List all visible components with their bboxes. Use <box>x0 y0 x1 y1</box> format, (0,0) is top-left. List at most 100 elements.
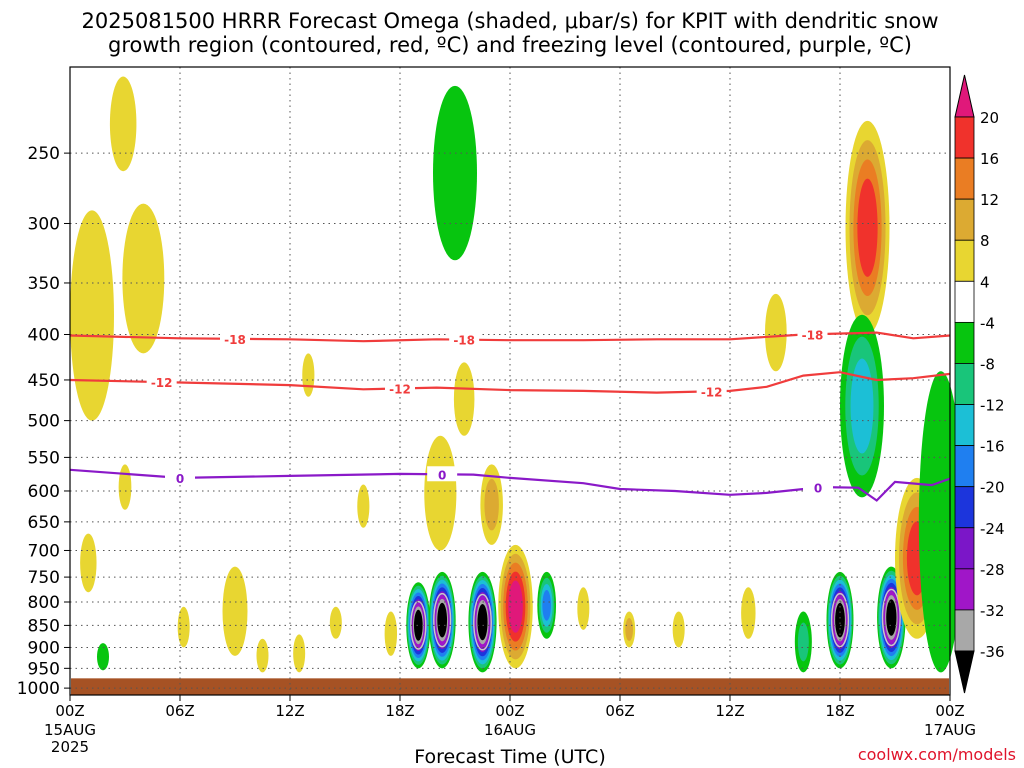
omega-shade-level <box>384 611 398 656</box>
omega-feature <box>122 203 165 354</box>
omega-shade-level <box>850 358 874 454</box>
colorbar: 20 16 12 8 4 -4 -8 -12 -16 -20 -24 -28 -32 -36 <box>954 74 1005 694</box>
omega-shade-level <box>118 464 132 510</box>
colorbar-tick-label: -32 <box>980 602 1005 620</box>
omega-shade-level <box>413 609 423 641</box>
omega-feature <box>80 533 97 593</box>
y-tick-label: 950 <box>28 659 60 679</box>
chart-subtitle: growth region (contoured, red, ºC) and f… <box>108 33 912 57</box>
omega-shade-level <box>484 478 499 531</box>
omega-feature <box>97 643 109 671</box>
colorbar-band <box>954 321 975 364</box>
colorbar-tick-label: -28 <box>980 561 1005 579</box>
colorbar-bottom-arrow <box>954 650 975 694</box>
x-tick-label: 06Z <box>165 702 194 720</box>
omega-feature <box>406 582 431 669</box>
y-tick-label: 850 <box>28 616 60 636</box>
x-tick-label: 12Z <box>715 702 744 720</box>
omega-shade-level <box>302 353 315 397</box>
omega-shade-level <box>857 178 878 277</box>
contour-label-bg <box>220 330 250 346</box>
contour-label: -12 <box>701 385 723 399</box>
omega-feature <box>109 76 137 172</box>
chart-title: 2025081500 HRRR Forecast Omega (shaded, … <box>82 9 939 33</box>
omega-feature <box>177 606 190 648</box>
x-date-label: 17AUG <box>924 721 976 739</box>
omega-feature <box>256 638 269 673</box>
omega-core-outline <box>410 600 427 650</box>
omega-shade-level <box>357 484 370 528</box>
colorbar-tick-label: 12 <box>980 191 999 209</box>
y-tick-label: 500 <box>28 412 60 432</box>
omega-shade-level <box>424 435 457 551</box>
omega-feature <box>845 120 890 335</box>
x-tick-label: 00Z <box>495 702 524 720</box>
y-tick-label: 800 <box>28 593 60 613</box>
omega-shade-level <box>433 85 477 261</box>
omega-shade-level <box>122 203 165 354</box>
omega-shade-level <box>577 587 590 630</box>
contour-label: -12 <box>389 382 411 396</box>
omega-feature <box>480 464 503 545</box>
omega-feature <box>764 293 787 372</box>
colorbar-tick-label: 20 <box>980 109 999 127</box>
omega-shade-level <box>437 602 448 638</box>
omega-core-outline <box>473 593 492 651</box>
contour-label-bg <box>385 380 415 396</box>
contour-label: 0 <box>438 468 446 482</box>
omega-feature <box>428 571 456 669</box>
x-date-label: 16AUG <box>484 721 536 739</box>
x-tick-label: 12Z <box>275 702 304 720</box>
y-tick-label: 700 <box>28 541 60 561</box>
colorbar-tick-label: -4 <box>980 314 995 332</box>
contour-label-bg <box>803 479 833 495</box>
x-date-label: 2025 <box>51 738 89 756</box>
contour-label-bg <box>165 469 195 485</box>
colorbar-band <box>954 280 975 323</box>
contour-label-bg <box>696 383 727 399</box>
colorbar-band <box>954 239 975 282</box>
omega-shade-level <box>70 210 114 421</box>
omega-feature <box>357 484 370 528</box>
omega-shade-level <box>256 638 269 673</box>
contour-dgz_-12 <box>69 371 951 394</box>
omega-feature <box>840 314 884 498</box>
contour-label: 0 <box>176 472 184 486</box>
contour-layer: -18 -18 -18 -12 -12 -12 0 0 0 <box>69 326 951 502</box>
omega-feature <box>623 611 636 648</box>
omega-shade-level <box>835 602 845 638</box>
omega-feature <box>826 571 854 669</box>
omega-shade-level <box>764 293 787 372</box>
omega-shade-level <box>80 533 97 593</box>
colorbar-band <box>954 445 975 488</box>
colorbar-band <box>954 527 975 570</box>
omega-core-outline <box>830 592 850 648</box>
colorbar-band <box>954 404 975 447</box>
omega-feature <box>537 571 557 639</box>
omega-feature <box>794 611 812 673</box>
contour-freezing_0 <box>69 468 951 502</box>
omega-shade-level <box>797 622 809 662</box>
omega-shade-level <box>453 362 475 436</box>
omega-core-outline <box>881 588 901 647</box>
contour-label: -18 <box>802 328 824 342</box>
omega-feature <box>577 587 590 630</box>
omega-feature <box>468 571 497 673</box>
contour-dgz_-18 <box>69 331 951 343</box>
terrain-band <box>71 678 949 695</box>
grid-layer <box>70 67 950 695</box>
colorbar-band <box>954 116 975 159</box>
x-date-label: 15AUG <box>44 721 96 739</box>
omega-feature <box>384 611 398 656</box>
colorbar-tick-label: 16 <box>980 150 999 168</box>
colorbar-top-arrow <box>954 74 975 118</box>
colorbar-tick-label: -36 <box>980 643 1005 661</box>
y-tick-label: 300 <box>28 214 60 234</box>
omega-feature <box>329 606 342 639</box>
contour-label: -18 <box>224 333 246 347</box>
omega-feature <box>70 210 114 421</box>
omega-core-outline <box>433 592 452 648</box>
omega-shade-level <box>222 566 248 656</box>
y-tick-label: 350 <box>28 274 60 294</box>
